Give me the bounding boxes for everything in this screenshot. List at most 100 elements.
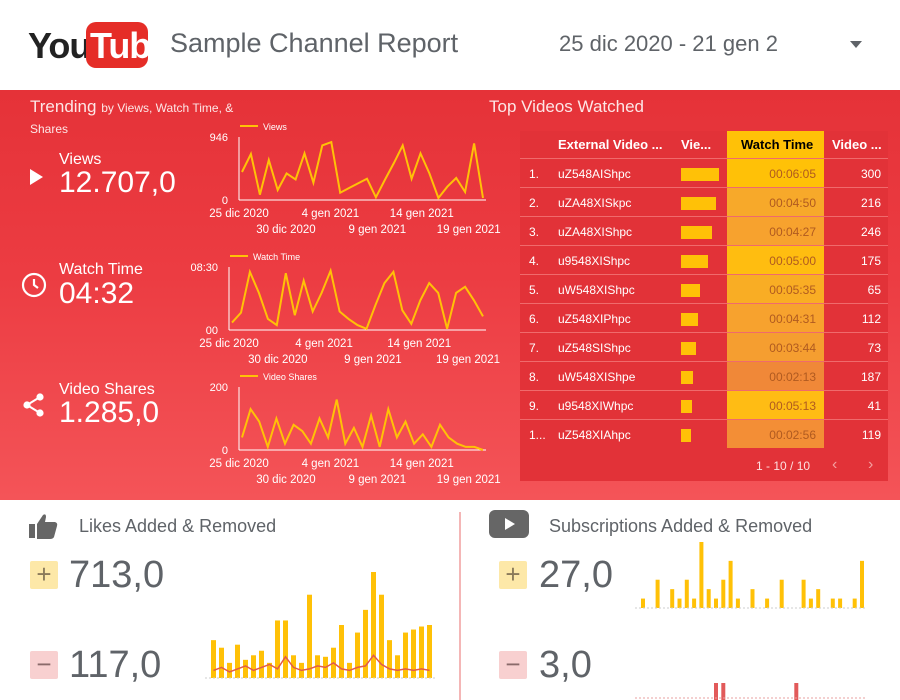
- x-tick-label: 25 dic 2020: [199, 338, 258, 350]
- video-value: 216: [860, 196, 881, 210]
- sub-bar: [838, 598, 843, 608]
- trending-title: Trending by Views, Watch Time, &: [30, 97, 234, 116]
- row-number: 7.: [529, 341, 540, 355]
- logo-tube-text: Tube: [90, 25, 150, 66]
- watch-time-cell: 00:04:50: [727, 188, 824, 216]
- likes-added-value: 713,0: [69, 554, 165, 596]
- watch-time-value: 04:32: [59, 277, 135, 310]
- like-bar: [395, 655, 400, 678]
- watch-time-cell: 00:02:56: [727, 420, 824, 448]
- table-row[interactable]: 2. uZA48XISkpc 00:04:50 216: [520, 187, 888, 216]
- watch-time-cell: 00:03:44: [727, 333, 824, 361]
- date-range-picker[interactable]: 25 dic 2020 - 21 gen 2: [559, 31, 778, 56]
- table-row[interactable]: 1... uZ548XIAhpc 00:02:56 119: [520, 419, 888, 448]
- next-page-icon[interactable]: ›: [868, 456, 874, 473]
- like-bar: [283, 620, 288, 678]
- like-bar: [355, 632, 360, 678]
- row-number: 5.: [529, 283, 540, 297]
- video-id: uZA48XIShpc: [558, 225, 633, 239]
- video-value: 119: [861, 428, 881, 442]
- subs-added-value: 27,0: [539, 554, 613, 596]
- views-bar: [681, 371, 693, 384]
- sub-bar: [801, 579, 806, 608]
- x-tick-label: 30 dic 2020: [248, 354, 307, 366]
- video-value: 73: [867, 341, 881, 355]
- views-bar: [681, 197, 716, 210]
- table-footer: 1 - 10 / 10 ‹ ›: [520, 451, 888, 481]
- x-tick-label: 4 gen 2021: [295, 338, 353, 350]
- likes-title: Likes Added & Removed: [79, 516, 277, 536]
- video-id: uZA48XISkpc: [558, 196, 632, 210]
- legend-label: Views: [263, 122, 287, 132]
- chevron-down-icon[interactable]: [850, 41, 862, 48]
- sub-bar: [860, 560, 864, 608]
- like-bar: [219, 647, 224, 678]
- shares-value: 1.285,0: [59, 396, 160, 429]
- like-bar: [403, 632, 408, 678]
- col-watch-time[interactable]: Watch Time: [727, 131, 824, 158]
- table-row[interactable]: 5. uW548XIShpc 00:05:35 65: [520, 274, 888, 303]
- like-bar: [275, 620, 280, 678]
- like-bar: [251, 655, 256, 678]
- table-header: External Video ... Vie... Watch Time Vid…: [520, 131, 888, 158]
- like-bar: [259, 650, 264, 678]
- sub-bar: [765, 598, 770, 608]
- video-value: 187: [860, 370, 881, 384]
- table-row[interactable]: 7. uZ548SIShpc 00:03:44 73: [520, 332, 888, 361]
- like-bar: [211, 640, 216, 678]
- views-bar: [681, 313, 698, 326]
- x-tick-label: 19 gen 2021: [437, 224, 501, 236]
- plus-icon: +: [499, 561, 527, 589]
- row-number: 3.: [529, 225, 540, 239]
- row-number: 1.: [529, 167, 540, 181]
- sub-bar: [728, 560, 733, 608]
- col-external-video[interactable]: External Video ...: [558, 137, 663, 152]
- sub-bar: [721, 579, 726, 608]
- like-bar: [339, 625, 344, 678]
- series-line: [241, 399, 484, 451]
- x-tick-label: 25 dic 2020: [209, 208, 268, 220]
- views-bar: [681, 342, 696, 355]
- like-bar: [235, 644, 240, 678]
- top-videos-title: Top Videos Watched: [489, 97, 644, 116]
- table-row[interactable]: 9. u9548XIWhpc 00:05:13 41: [520, 390, 888, 419]
- row-number: 2.: [529, 196, 540, 210]
- table-row[interactable]: 1. uZ548AIShpc 00:06:05 300: [520, 158, 888, 187]
- table-row[interactable]: 6. uZ548XIPhpc 00:04:31 112: [520, 303, 888, 332]
- views-bar: [681, 429, 691, 442]
- y-tick-label: 946: [210, 132, 228, 144]
- sub-removed-bar: [714, 683, 718, 700]
- watch-time-cell: 00:05:13: [727, 391, 824, 419]
- sub-bar: [852, 598, 857, 608]
- table-row[interactable]: 8. uW548XIShpe 00:02:13 187: [520, 361, 888, 390]
- like-bar: [371, 572, 376, 678]
- subs-removed-value: 3,0: [539, 644, 592, 686]
- col-views[interactable]: Vie...: [681, 137, 712, 152]
- trend-chart-2: Video Shares 200 025 dic 2020 4 gen 2021 14 …: [209, 372, 500, 486]
- watch-time-label: Watch Time: [59, 261, 143, 278]
- prev-page-icon[interactable]: ‹: [832, 456, 838, 473]
- video-value: 65: [867, 283, 881, 297]
- like-bar: [379, 594, 384, 678]
- plus-icon: +: [30, 561, 58, 589]
- video-id: uW548XIShpe: [558, 370, 636, 384]
- y-tick-label: 00: [206, 325, 218, 337]
- views-bar: [681, 284, 700, 297]
- x-tick-label: 19 gen 2021: [436, 354, 500, 366]
- minus-icon: −: [499, 651, 527, 679]
- views-bar: [681, 400, 692, 413]
- table-row[interactable]: 3. uZA48XIShpc 00:04:27 246: [520, 216, 888, 245]
- watch-time-cell: 00:06:05: [727, 159, 824, 187]
- removed-line: [213, 654, 430, 673]
- col-video[interactable]: Video ...: [832, 137, 882, 152]
- page-title: Sample Channel Report: [170, 28, 459, 58]
- sub-bar: [750, 589, 755, 608]
- header: You Tube Sample Channel Report 25 dic 20…: [0, 0, 900, 90]
- legend-label: Watch Time: [253, 252, 300, 262]
- y-tick-label: 0: [222, 195, 228, 207]
- watch-time-cell: 00:02:13: [727, 362, 824, 390]
- table-row[interactable]: 4. u9548XIShpc 00:05:00 175: [520, 245, 888, 274]
- minus-icon: −: [30, 651, 58, 679]
- row-number: 8.: [529, 370, 540, 384]
- x-tick-label: 14 gen 2021: [387, 338, 451, 350]
